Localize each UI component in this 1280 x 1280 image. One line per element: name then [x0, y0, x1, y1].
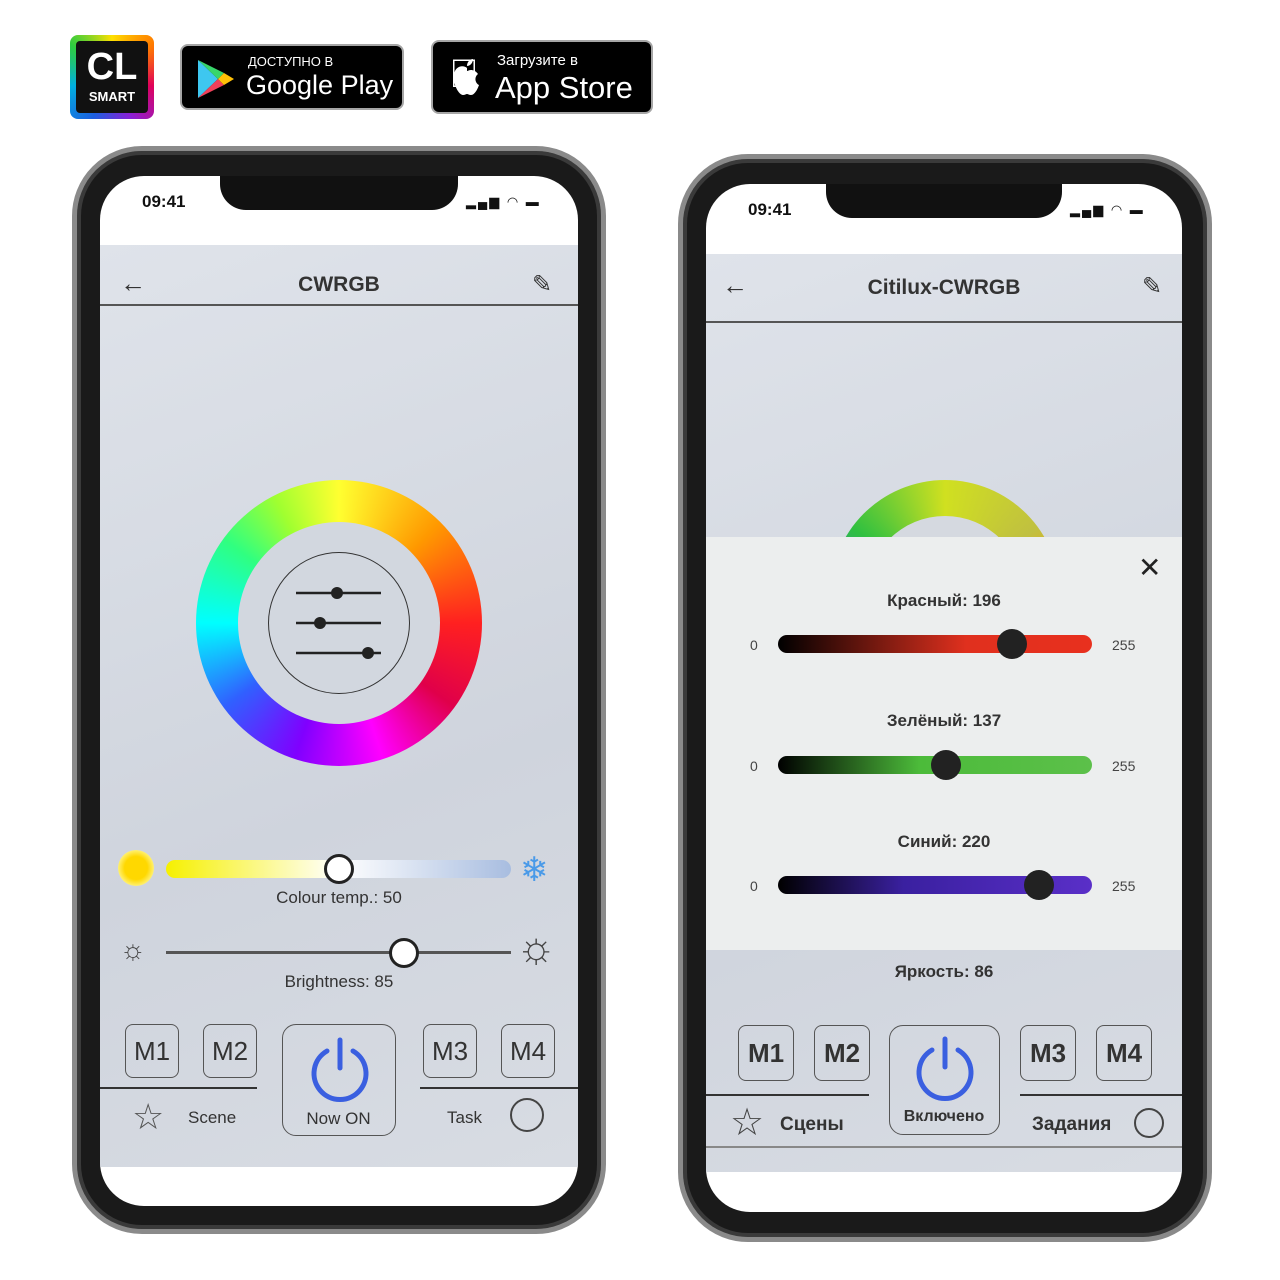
status-icons: ▂▄▆ ◠ ▬ [1070, 202, 1145, 217]
sliders-button[interactable] [268, 552, 410, 694]
bottom-divider [706, 1146, 1182, 1148]
star-icon[interactable]: ☆ [730, 1102, 765, 1144]
left-phone-screen: 09:41 ▂▄▆ ◠ ▬ ← CWRGB ✎ ❄ Colour temp.: … [100, 176, 578, 1206]
m3-button[interactable]: M3 [1020, 1025, 1076, 1081]
notch [826, 184, 1062, 218]
colour-temp-label: Colour temp.: 50 [276, 888, 402, 907]
green-knob[interactable] [931, 750, 961, 780]
right-phone-screen: 09:41 ▂▄▆ ◠ ▬ ← Citilux-CWRGB ✎ ✕ Красны… [706, 184, 1182, 1212]
color-wheel[interactable] [196, 480, 482, 766]
header-divider [706, 321, 1182, 323]
google-play-icon [198, 60, 234, 98]
green-max: 255 [1112, 758, 1136, 774]
status-time: 09:41 [748, 200, 792, 219]
cl-smart-logo: CL SMART [70, 35, 154, 119]
status-icons: ▂▄▆ ◠ ▬ [466, 194, 541, 209]
brightness-high-icon: ☼ [516, 923, 557, 972]
blue-label: Синий: 220 [897, 832, 991, 851]
right-divider [420, 1087, 578, 1089]
edit-pencil-icon[interactable]: ✎ [1142, 273, 1163, 300]
app-store-badge[interactable]:  Загрузите в App Store [431, 40, 653, 114]
header-divider [100, 304, 578, 306]
brightness-slider[interactable] [166, 951, 511, 954]
left-divider [100, 1087, 257, 1089]
brightness-knob[interactable] [389, 938, 419, 968]
notch [220, 176, 458, 210]
blue-min: 0 [750, 878, 758, 894]
brightness-label: Яркость: 86 [894, 962, 994, 981]
red-max: 255 [1112, 637, 1136, 653]
left-divider [706, 1094, 869, 1096]
alarm-clock-icon[interactable] [1134, 1108, 1164, 1138]
device-title: Citilux-CWRGB [867, 276, 1021, 299]
google-play-small-text: ДОСТУПНО В [248, 54, 334, 69]
rgb-popup: ✕ Красный: 196 0 255 Зелёный: 137 0 255 … [706, 537, 1182, 950]
m1-button[interactable]: M1 [738, 1025, 794, 1081]
scene-label[interactable]: Сцены [780, 1114, 844, 1135]
google-play-big-text: Google Play [246, 70, 394, 100]
green-min: 0 [750, 758, 758, 774]
power-label: Включено [903, 1108, 985, 1125]
blue-max: 255 [1112, 878, 1136, 894]
logo-text: SMART [88, 89, 136, 104]
m2-button[interactable]: M2 [203, 1024, 257, 1078]
edit-pencil-icon[interactable]: ✎ [532, 271, 553, 298]
power-label: Now ON [306, 1109, 371, 1128]
status-time: 09:41 [142, 192, 186, 211]
google-play-badge[interactable]: ДОСТУПНО В Google Play [180, 44, 404, 110]
brightness-low-icon: ☼ [120, 934, 146, 965]
back-arrow-icon[interactable]: ← [120, 268, 146, 298]
apple-logo-icon [453, 59, 479, 95]
red-label: Красный: 196 [887, 591, 1001, 610]
m4-button[interactable]: M4 [501, 1024, 555, 1078]
blue-knob[interactable] [1024, 870, 1054, 900]
brightness-label: Brightness: 85 [284, 972, 394, 991]
snowflake-icon: ❄ [520, 851, 549, 889]
right-divider [1020, 1094, 1182, 1096]
alarm-clock-icon[interactable] [510, 1098, 544, 1132]
red-slider[interactable] [778, 635, 1092, 653]
device-title: CWRGB [298, 273, 380, 296]
blue-slider[interactable] [778, 876, 1092, 894]
scene-label[interactable]: Scene [188, 1108, 237, 1127]
m4-button[interactable]: M4 [1096, 1025, 1152, 1081]
warm-sun-icon [118, 850, 154, 886]
app-store-big-text: App Store [495, 70, 633, 105]
power-button[interactable]: Включено [889, 1025, 1000, 1135]
sliders-icon [296, 587, 381, 659]
star-icon[interactable]: ☆ [132, 1096, 165, 1137]
task-label[interactable]: Task [447, 1108, 482, 1127]
m3-button[interactable]: M3 [423, 1024, 477, 1078]
green-label: Зелёный: 137 [886, 711, 1002, 730]
red-min: 0 [750, 637, 758, 653]
task-label[interactable]: Задания [1032, 1114, 1112, 1135]
colour-temp-knob[interactable] [324, 854, 354, 884]
app-store-small-text: Загрузите в [497, 52, 578, 69]
m2-button[interactable]: M2 [814, 1025, 870, 1081]
power-button[interactable]: Now ON [282, 1024, 396, 1136]
power-icon [916, 1036, 974, 1101]
back-arrow-icon[interactable]: ← [722, 270, 748, 300]
close-icon[interactable]: ✕ [1138, 552, 1162, 583]
red-knob[interactable] [997, 629, 1027, 659]
power-icon [311, 1037, 369, 1102]
m1-button[interactable]: M1 [125, 1024, 179, 1078]
